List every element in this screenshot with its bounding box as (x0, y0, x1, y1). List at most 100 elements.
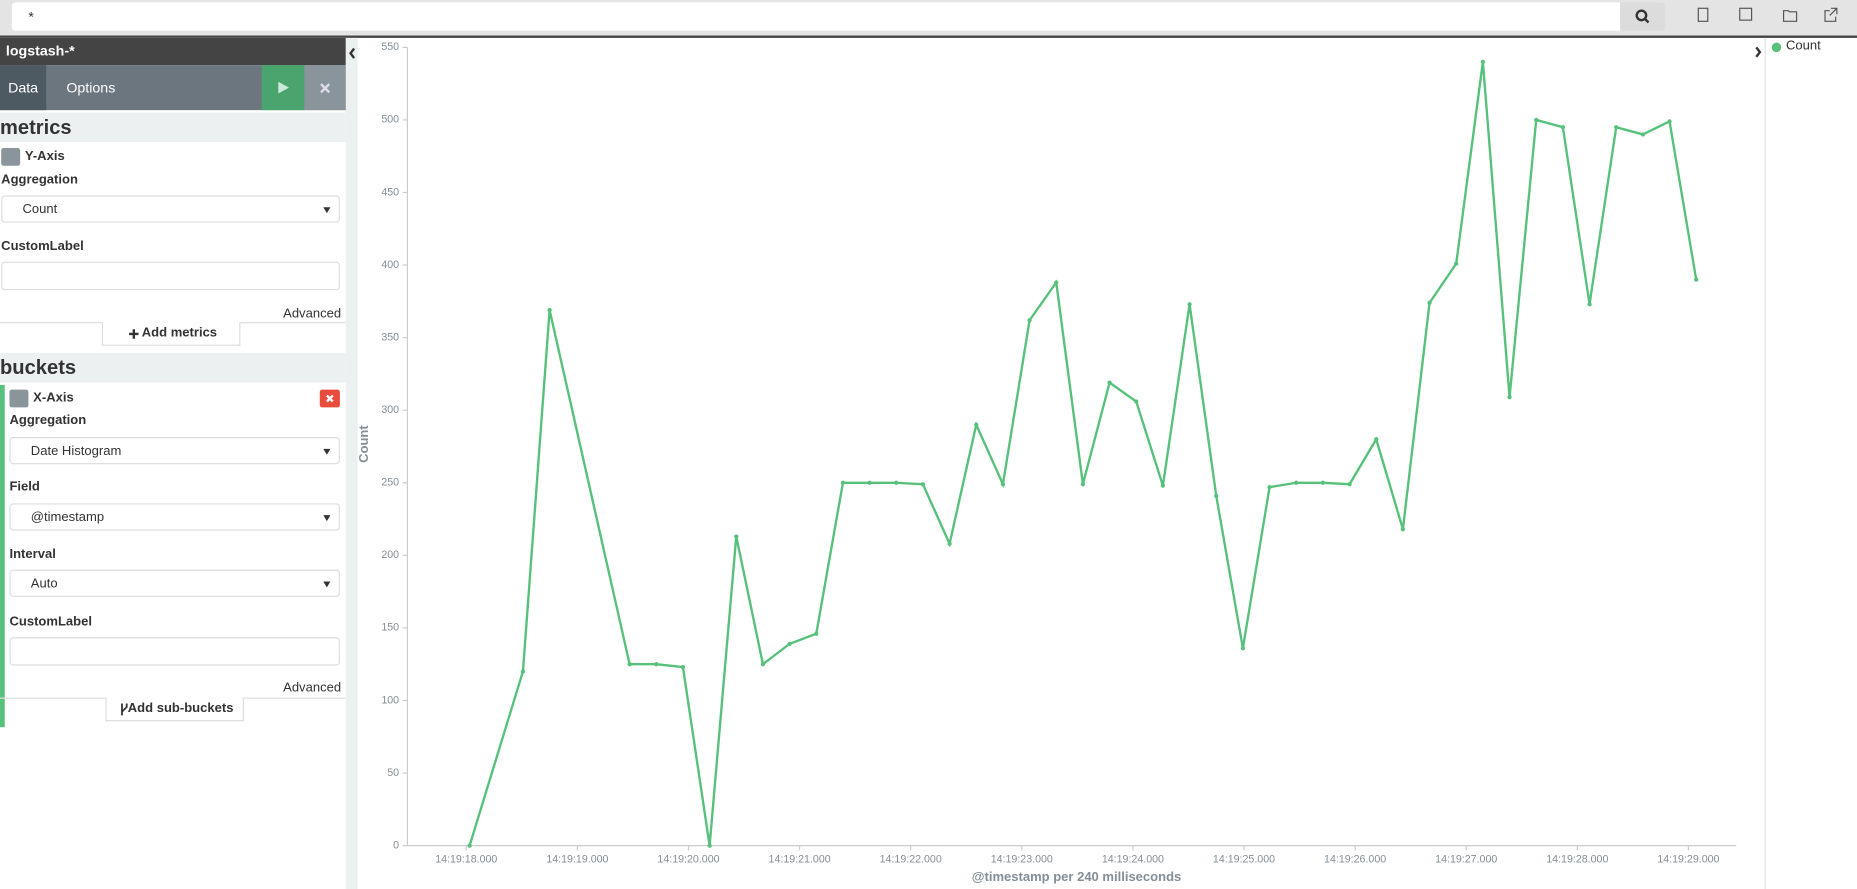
point (1534, 117, 1539, 123)
x-tick-label: 14:19:22.000 (880, 854, 942, 866)
close-icon (326, 394, 334, 403)
point (1427, 300, 1432, 305)
toggle[interactable] (1, 148, 21, 166)
tab[interactable]: Options (66, 79, 116, 96)
discard-button[interactable] (304, 65, 346, 111)
point (467, 843, 472, 848)
point (920, 482, 926, 487)
index-pattern: logstash-* (0, 37, 346, 66)
x-tick-label: 14:19:20.000 (657, 854, 719, 866)
point (1240, 646, 1246, 651)
point (1454, 261, 1459, 266)
y-axis-title: Count (358, 425, 372, 463)
x-tick-label: 14:19:25.000 (1213, 854, 1275, 866)
tab[interactable]: Data (0, 65, 47, 111)
x-tick-label: 14:19:29.000 (1657, 854, 1719, 866)
toolbar-icons[interactable] (1694, 6, 1848, 27)
point (1267, 484, 1272, 490)
y-tick-label: 450 (381, 186, 399, 198)
select[interactable]: Auto (9, 569, 340, 597)
search-input[interactable]: * (11, 2, 1621, 31)
text-input[interactable] (1, 261, 340, 291)
point (1347, 482, 1352, 487)
point (1587, 302, 1592, 307)
x-axis-title: @timestamp per 240 milliseconds (972, 869, 1181, 884)
x-tick-label: 14:19:26.000 (1324, 854, 1386, 866)
advanced-link[interactable]: Advanced (283, 306, 342, 321)
point (1320, 480, 1326, 485)
point (1614, 125, 1619, 130)
y-tick-label: 50 (387, 767, 399, 779)
point (1160, 483, 1166, 488)
select[interactable]: Date Histogram (9, 437, 340, 465)
field-label: Aggregation (9, 413, 87, 428)
close-icon (320, 83, 331, 94)
point (867, 480, 872, 485)
point (707, 843, 712, 848)
point (680, 664, 686, 670)
point (627, 662, 632, 667)
select[interactable]: @timestamp (9, 503, 340, 531)
x-tick-label: 14:19:27.000 (1435, 854, 1497, 866)
toggle[interactable] (9, 389, 29, 408)
agg-axis: X-Axis (33, 390, 74, 406)
play-icon (278, 81, 289, 94)
point (1080, 482, 1086, 487)
field-label: Aggregation (1, 172, 78, 188)
plus-icon (129, 329, 139, 339)
field-label: Field (9, 479, 40, 494)
point (1027, 318, 1032, 323)
y-tick-label: 250 (381, 477, 399, 489)
point (1107, 380, 1112, 385)
text-input[interactable] (9, 637, 340, 666)
advanced-link[interactable]: Advanced (283, 680, 342, 696)
remove-button[interactable] (319, 389, 340, 408)
divider (0, 35, 1857, 38)
field-label: CustomLabel (9, 614, 93, 629)
legend: Count (1764, 37, 1857, 889)
point (787, 641, 792, 646)
field-label: CustomLabel (1, 239, 84, 254)
x-tick-label: 14:19:23.000 (991, 854, 1053, 866)
apply-button[interactable] (261, 65, 305, 111)
x-tick-label: 14:19:24.000 (1102, 854, 1164, 866)
expand-icon[interactable] (1755, 46, 1762, 58)
y-tick-label: 150 (381, 622, 399, 634)
chart: Count @timestamp per 240 milliseconds 0 5… (358, 41, 1762, 884)
legend-label[interactable]: Count (1785, 39, 1821, 54)
point (1667, 119, 1672, 124)
add-button[interactable]: Add sub-buckets (105, 697, 244, 722)
point (734, 534, 739, 539)
point (547, 307, 552, 313)
point (1694, 277, 1699, 282)
point (1000, 482, 1006, 487)
select[interactable]: Count (1, 195, 340, 223)
point (1400, 527, 1406, 532)
add-button[interactable]: Add metrics (101, 322, 241, 346)
x-tick-label: 14:19:28.000 (1546, 854, 1608, 866)
y-tick-label: 550 (381, 41, 399, 53)
point (1640, 132, 1646, 137)
x-tick-label: 14:19:18.000 (435, 854, 497, 866)
line (468, 61, 1698, 846)
y-tick-label: 300 (381, 404, 399, 416)
collapse-strip[interactable] (345, 37, 358, 889)
point (1214, 493, 1219, 498)
point (1054, 280, 1059, 285)
point (1134, 399, 1139, 404)
y-tick-label: 0 (393, 839, 399, 851)
point (654, 662, 659, 667)
point (974, 422, 979, 427)
collapse-icon (349, 47, 356, 59)
point (1294, 480, 1299, 485)
point (1187, 302, 1192, 307)
point (1480, 59, 1486, 65)
point (947, 541, 952, 546)
section-title: metrics (0, 112, 346, 143)
sidebar: logstash-* Data Options metrics Y-Axis A… (0, 37, 346, 889)
search-button[interactable] (1620, 2, 1666, 31)
point (760, 662, 766, 667)
section-title: buckets (0, 352, 346, 383)
